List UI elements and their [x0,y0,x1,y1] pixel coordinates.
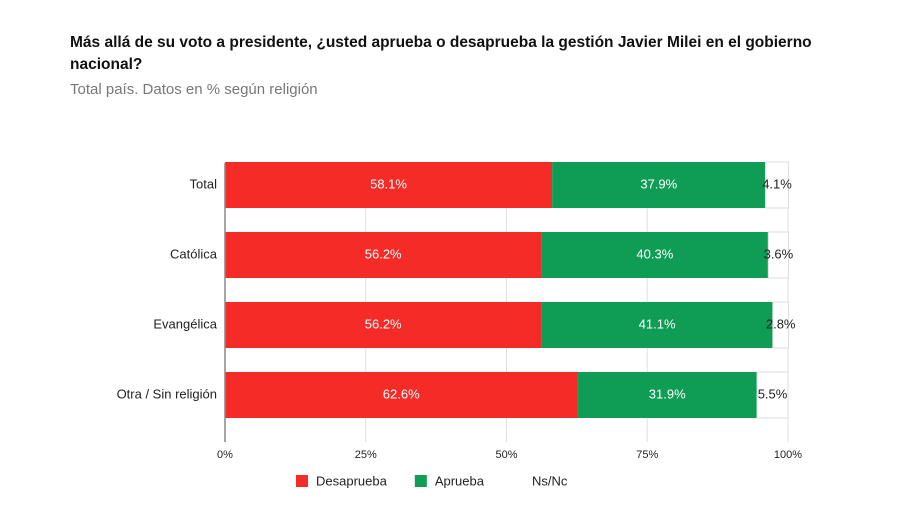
bar-segment [541,302,773,348]
bar-segment [225,372,578,418]
value-label: 3.6% [764,246,794,261]
y-tick-label: Otra / Sin religión [117,386,217,401]
legend-label: Desaprueba [316,473,388,488]
x-tick-label: 75% [636,449,658,461]
value-label: 31.9% [649,386,686,401]
bar-segment [225,232,542,278]
value-label: 56.2% [365,316,402,331]
bar-segment [225,162,553,208]
bar-segment [541,232,769,278]
bar-segment [756,371,789,419]
legend-swatch [296,475,308,487]
bar-segment [767,231,790,279]
legend-swatch [414,475,427,487]
x-tick-label: 0% [217,449,233,461]
y-tick-label: Evangélica [153,316,217,331]
bar-segment [225,302,542,348]
legend-label: Aprueba [435,473,485,488]
x-tick-label: 50% [495,449,517,461]
value-label: 62.6% [383,386,420,401]
value-label: 56.2% [365,246,402,261]
legend-label: Ns/Nc [532,473,568,488]
bar-segment [552,162,766,208]
x-tick-label: 25% [355,449,377,461]
x-tick-label: 100% [774,449,802,461]
y-tick-label: Total [190,176,218,191]
bar-segment [772,301,790,349]
legend-swatch [511,475,524,487]
value-label: 41.1% [639,316,676,331]
value-label: 4.1% [762,176,792,191]
value-label: 40.3% [636,246,673,261]
chart-title: Más allá de su voto a presidente, ¿usted… [70,34,812,73]
value-label: 2.8% [766,316,796,331]
value-label: 58.1% [370,176,407,191]
y-tick-label: Católica [170,246,218,261]
bar-segment [764,161,790,209]
bar-segment [577,372,758,418]
value-label: 37.9% [640,176,677,191]
value-label: 5.5% [758,386,788,401]
chart-subtitle: Total país. Datos en % según religión [70,81,318,98]
